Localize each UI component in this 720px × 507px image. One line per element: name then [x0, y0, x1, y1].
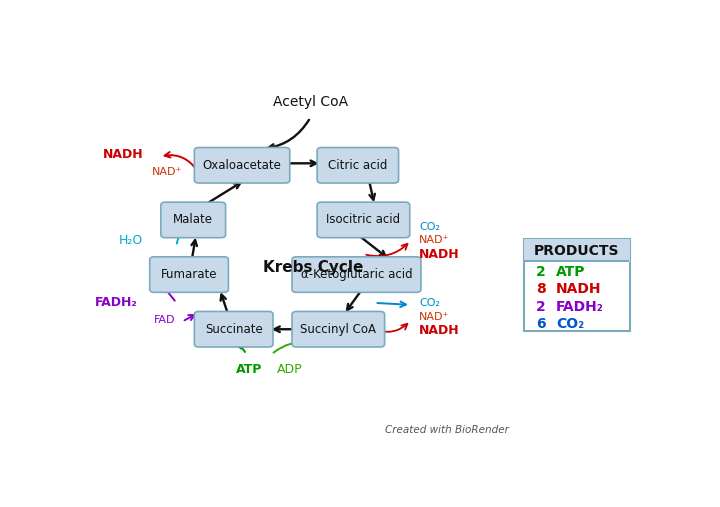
Text: NADH: NADH	[556, 282, 601, 297]
Text: Succinate: Succinate	[204, 323, 263, 336]
Text: Created with BioRender: Created with BioRender	[385, 425, 509, 435]
FancyBboxPatch shape	[292, 257, 421, 293]
Text: NADH: NADH	[102, 148, 143, 161]
Text: Acetyl CoA: Acetyl CoA	[273, 95, 348, 109]
Text: ATP: ATP	[556, 265, 585, 279]
Text: α-Ketoglutaric acid: α-Ketoglutaric acid	[301, 268, 413, 281]
Text: CO₂: CO₂	[556, 317, 584, 331]
Text: NAD⁺: NAD⁺	[419, 235, 449, 245]
Text: NADH: NADH	[419, 324, 460, 338]
Text: CO₂: CO₂	[419, 222, 440, 232]
Text: 8: 8	[536, 282, 546, 297]
FancyBboxPatch shape	[292, 311, 384, 347]
Text: Isocitric acid: Isocitric acid	[326, 213, 400, 227]
FancyBboxPatch shape	[161, 202, 225, 238]
Text: CO₂: CO₂	[419, 298, 440, 308]
FancyBboxPatch shape	[523, 239, 630, 332]
Text: H₂O: H₂O	[119, 234, 143, 247]
Text: Citric acid: Citric acid	[328, 159, 387, 172]
Text: PRODUCTS: PRODUCTS	[534, 243, 620, 258]
Text: FADH₂: FADH₂	[556, 300, 603, 314]
Text: NAD⁺: NAD⁺	[419, 311, 449, 321]
Text: Malate: Malate	[174, 213, 213, 227]
FancyBboxPatch shape	[194, 148, 289, 183]
FancyBboxPatch shape	[523, 239, 630, 262]
Text: Oxaloacetate: Oxaloacetate	[202, 159, 282, 172]
FancyBboxPatch shape	[317, 202, 410, 238]
Text: 2: 2	[536, 300, 546, 314]
FancyBboxPatch shape	[150, 257, 228, 293]
Text: Krebs Cycle: Krebs Cycle	[263, 260, 364, 275]
FancyBboxPatch shape	[317, 148, 399, 183]
Text: Fumarate: Fumarate	[161, 268, 217, 281]
Text: FADH₂: FADH₂	[95, 297, 138, 309]
Text: 2: 2	[536, 265, 546, 279]
Text: NADH: NADH	[419, 247, 460, 261]
Text: NAD⁺: NAD⁺	[151, 167, 181, 177]
Text: ATP: ATP	[236, 363, 262, 376]
FancyBboxPatch shape	[194, 311, 273, 347]
Text: ADP: ADP	[277, 363, 302, 376]
Text: Succinyl CoA: Succinyl CoA	[300, 323, 377, 336]
Text: 6: 6	[536, 317, 546, 331]
Text: FAD: FAD	[154, 315, 176, 325]
